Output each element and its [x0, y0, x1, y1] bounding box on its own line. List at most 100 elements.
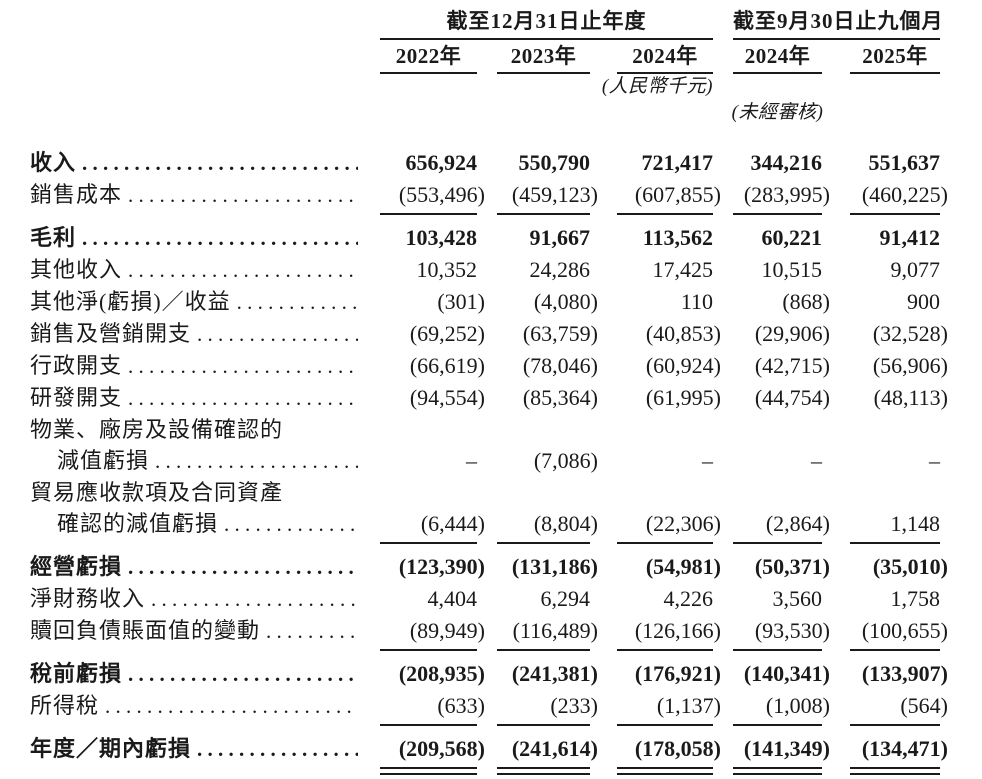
column-rule	[617, 542, 713, 544]
column-rule	[497, 213, 590, 215]
cell-value: 721,417	[641, 150, 714, 175]
table-row: 行政開支. . . . . . . . . . . . . . . . . . …	[0, 350, 982, 382]
table-row: 確認的減值虧損. . . . . . . . . . . . . . . . .…	[0, 508, 982, 540]
row-label-cell: 毛利. . . . . . . . . . . . . . . . . . . …	[0, 222, 380, 254]
column-rule	[497, 767, 590, 775]
row-label: 研發開支	[30, 385, 123, 410]
cell-value: (69,252)	[409, 321, 485, 346]
column-rule	[850, 213, 940, 215]
cell-value: (553,496)	[398, 182, 485, 207]
cell-value: (208,935)	[398, 661, 485, 686]
column-rule	[380, 649, 477, 651]
cell-value: (85,364)	[522, 385, 598, 410]
cell-value: (564)	[900, 693, 948, 718]
column-rule	[733, 649, 822, 651]
dot-leader: . . . . . . . . . . . . . . . . . . . . …	[105, 694, 358, 718]
table-row: 稅前虧損. . . . . . . . . . . . . . . . . . …	[0, 658, 982, 690]
row-label: 其他淨(虧損)／收益	[30, 289, 231, 314]
cell-value: (126,166)	[634, 618, 721, 643]
cell-value: (134,471)	[861, 736, 948, 761]
cell-value: (607,855)	[634, 182, 721, 207]
row-label-cell: 物業、廠房及設備確認的	[0, 414, 380, 445]
cell-value: 24,286	[529, 257, 591, 282]
period-group-header-nine-months: 截至9月30日止九個月	[733, 6, 943, 40]
year-column-header: 2024年	[733, 44, 822, 74]
cell-value: –	[466, 448, 477, 473]
cell-value: (241,381)	[511, 661, 598, 686]
cell-value: (54,981)	[645, 554, 721, 579]
double-rule-row	[0, 765, 982, 779]
dot-leader: . . . . . . . . . . . . . . . . . . . . …	[266, 619, 358, 643]
column-rule	[850, 542, 940, 544]
column-rule	[850, 649, 940, 651]
cell-value: (50,371)	[754, 554, 830, 579]
cell-value: (123,390)	[398, 554, 485, 579]
cell-value: 3,560	[772, 586, 823, 611]
column-rule	[497, 724, 590, 726]
column-rule	[733, 542, 822, 544]
cell-value: 550,790	[518, 150, 591, 175]
column-rule	[380, 767, 477, 775]
currency-note-row: (人民幣千元)	[0, 74, 982, 100]
cell-value: 1,758	[890, 586, 941, 611]
separator-rule-row	[0, 211, 982, 222]
row-label-cell: 研發開支. . . . . . . . . . . . . . . . . . …	[0, 382, 380, 414]
cell-value: 10,352	[416, 257, 478, 282]
cell-value: (209,568)	[398, 736, 485, 761]
cell-value: (2,864)	[765, 511, 830, 536]
row-label-cell: 確認的減值虧損. . . . . . . . . . . . . . . . .…	[0, 508, 380, 540]
column-rule	[733, 213, 822, 215]
cell-value: (66,619)	[409, 353, 485, 378]
cell-value: (8,804)	[533, 511, 598, 536]
column-rule	[617, 724, 713, 726]
row-label-cell: 所得稅. . . . . . . . . . . . . . . . . . .…	[0, 690, 380, 722]
dot-leader: . . . . . . . . . . . . . . . . . . . . …	[197, 737, 358, 761]
dot-leader: . . . . . . . . . . . . . . . . . . . . …	[82, 151, 358, 175]
dot-leader: . . . . . . . . . . . . . . . . . . . . …	[128, 662, 358, 686]
column-rule	[617, 767, 713, 775]
cell-value: (131,186)	[511, 554, 598, 579]
unaudited-note: (未經審核)	[731, 102, 824, 123]
cell-value: (301)	[437, 289, 485, 314]
row-label-cell: 行政開支. . . . . . . . . . . . . . . . . . …	[0, 350, 380, 382]
table-row: 銷售及營銷開支. . . . . . . . . . . . . . . . .…	[0, 318, 982, 350]
row-label: 減值虧損	[57, 448, 150, 473]
cell-value: (460,225)	[861, 182, 948, 207]
separator-rule-row	[0, 722, 982, 733]
dot-leader: . . . . . . . . . . . . . . . . . . . . …	[155, 449, 358, 473]
table-row: 物業、廠房及設備確認的	[0, 414, 982, 445]
cell-value: (633)	[437, 693, 485, 718]
column-rule	[617, 213, 713, 215]
cell-value: (44,754)	[754, 385, 830, 410]
cell-value: (40,853)	[645, 321, 721, 346]
period-group-header-annual: 截至12月31日止年度	[380, 6, 713, 40]
row-label-cell: 淨財務收入. . . . . . . . . . . . . . . . . .…	[0, 583, 380, 615]
row-label: 贖回負債賬面值的變動	[30, 618, 261, 643]
row-label: 貿易應收款項及合同資產	[30, 480, 284, 505]
cell-value: 113,562	[642, 225, 713, 250]
cell-value: (78,046)	[522, 353, 598, 378]
row-label-cell: 稅前虧損. . . . . . . . . . . . . . . . . . …	[0, 658, 380, 690]
cell-value: 344,216	[750, 150, 823, 175]
row-label-cell: 減值虧損. . . . . . . . . . . . . . . . . . …	[0, 445, 380, 477]
column-rule	[733, 767, 822, 775]
row-label-cell: 其他淨(虧損)／收益. . . . . . . . . . . . . . . …	[0, 286, 380, 318]
cell-value: 4,226	[663, 586, 714, 611]
dot-leader: . . . . . . . . . . . . . . . . . . . . …	[128, 386, 358, 410]
cell-value: 9,077	[890, 257, 941, 282]
table-row: 所得稅. . . . . . . . . . . . . . . . . . .…	[0, 690, 982, 722]
row-label-cell: 贖回負債賬面值的變動. . . . . . . . . . . . . . . …	[0, 615, 380, 647]
row-label: 銷售及營銷開支	[30, 321, 192, 346]
separator-rule-row	[0, 540, 982, 551]
cell-value: (140,341)	[743, 661, 830, 686]
table-row: 淨財務收入. . . . . . . . . . . . . . . . . .…	[0, 583, 982, 615]
dot-leader: . . . . . . . . . . . . . . . . . . . . …	[197, 322, 358, 346]
table-row: 年度／期內虧損. . . . . . . . . . . . . . . . .…	[0, 733, 982, 765]
cell-value: (94,554)	[409, 385, 485, 410]
row-label: 稅前虧損	[30, 661, 123, 686]
cell-value: (93,530)	[754, 618, 830, 643]
cell-value: 6,294	[540, 586, 591, 611]
dot-leader: . . . . . . . . . . . . . . . . . . . . …	[128, 183, 358, 207]
dot-leader: . . . . . . . . . . . . . . . . . . . . …	[224, 512, 358, 536]
row-label: 淨財務收入	[30, 586, 146, 611]
